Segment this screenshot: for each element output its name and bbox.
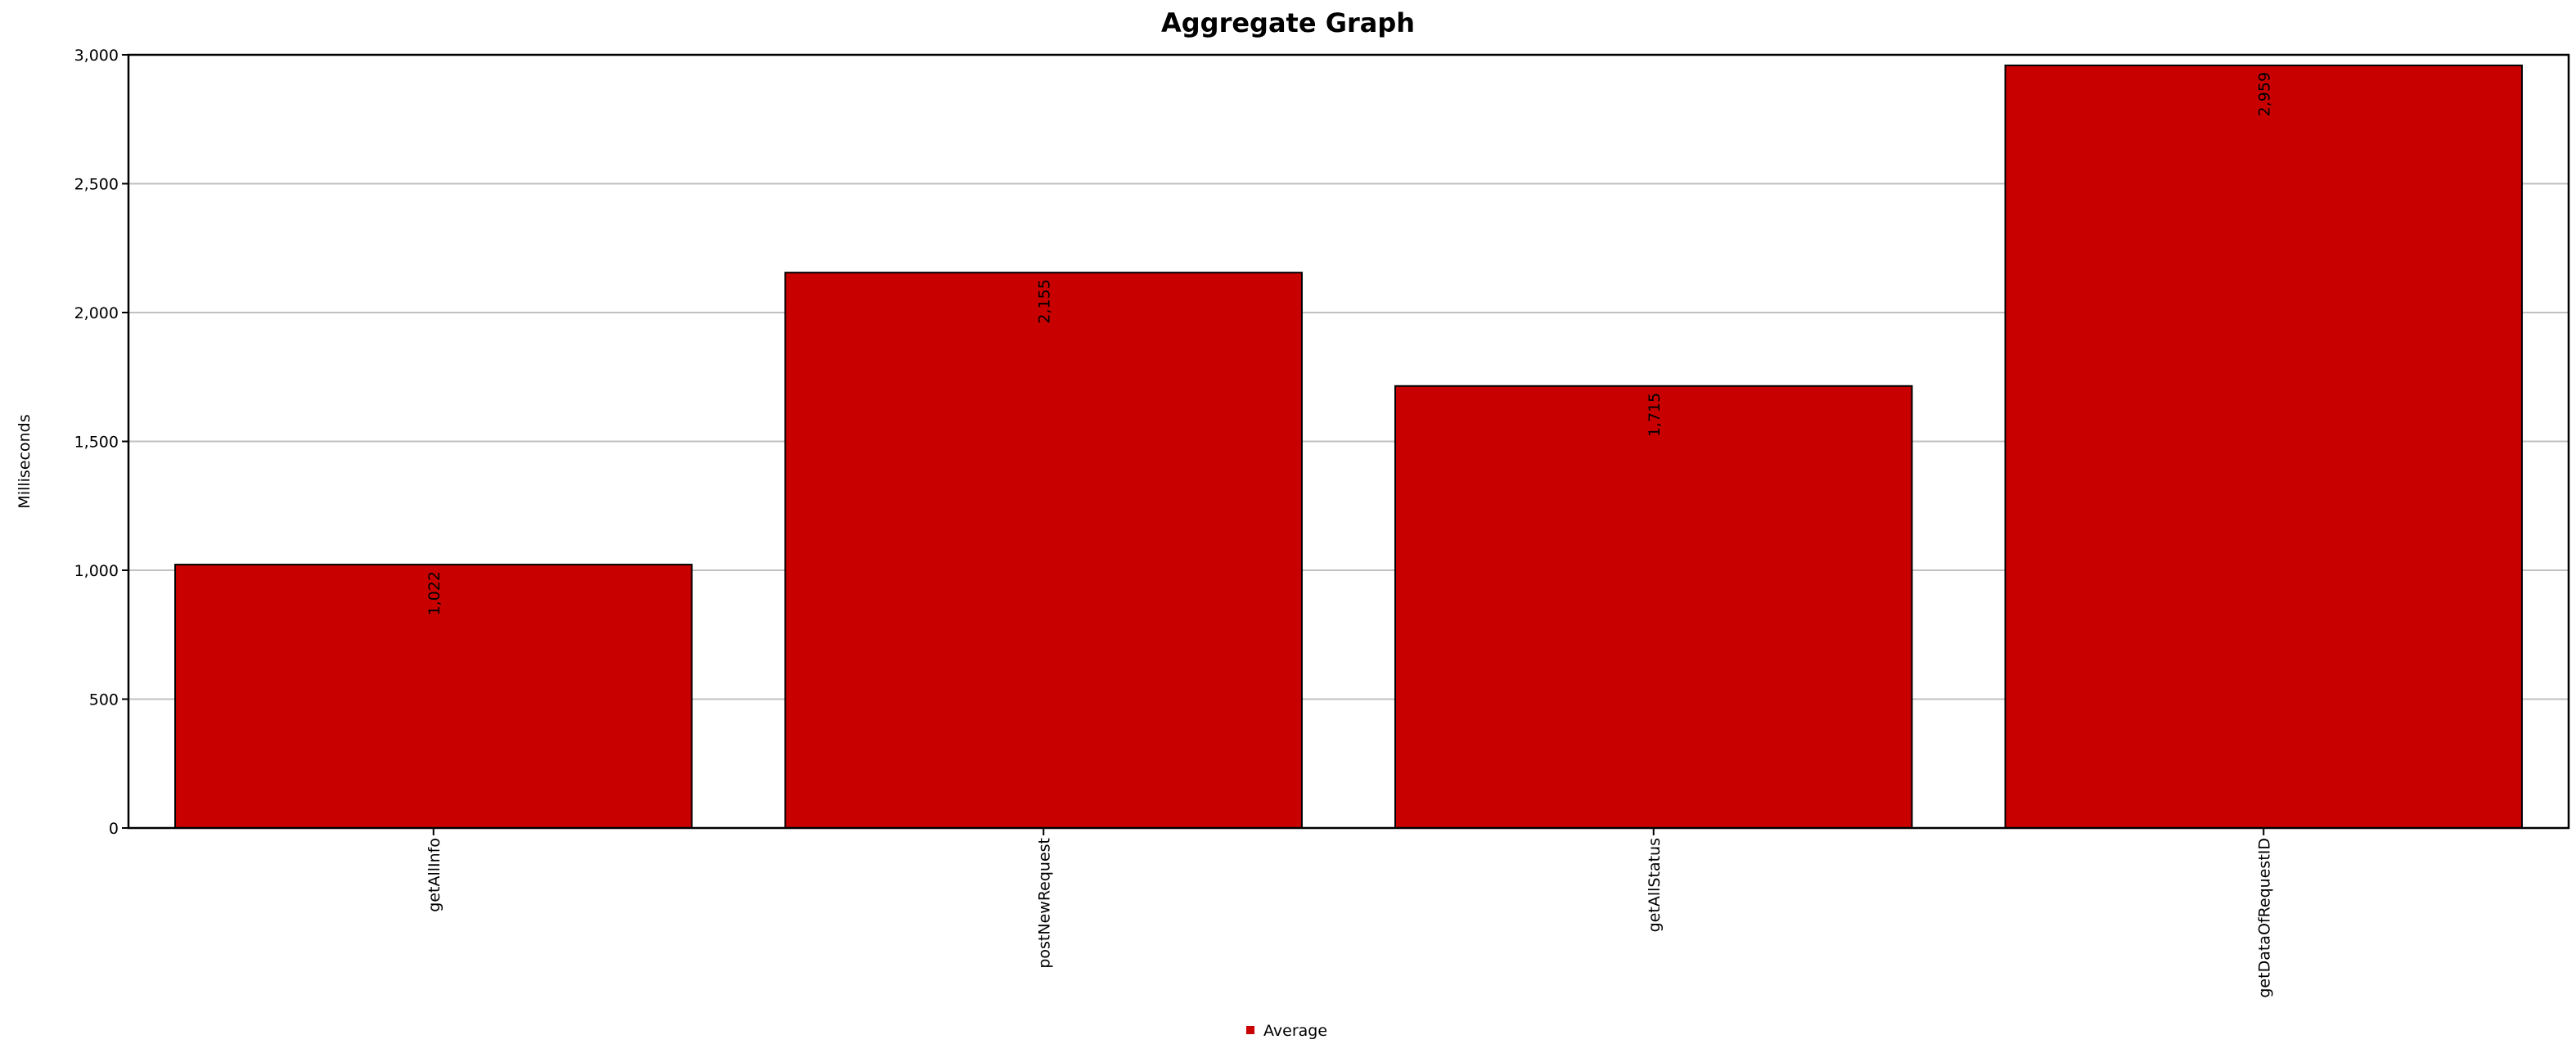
- plot-border: [127, 53, 2570, 830]
- y-tick-label: 3,000: [74, 47, 119, 65]
- x-tick-label: postNewRequest: [1035, 838, 1053, 969]
- bar: [174, 564, 693, 829]
- y-tick-label: 1,500: [74, 434, 119, 452]
- chart-title: Aggregate Graph: [1161, 7, 1415, 38]
- x-tick-label: getAllStatus: [1646, 838, 1664, 932]
- y-axis-label: Milliseconds: [16, 414, 34, 508]
- plot-area: 1,022 getAllInfo 2,155 postNewRequest 1,715 g…: [74, 47, 2570, 998]
- legend-label-average: Average: [1263, 1022, 1327, 1040]
- bar-value-label: 2,959: [2255, 72, 2273, 116]
- bar: [2004, 64, 2523, 830]
- bar: [784, 272, 1303, 829]
- legend-swatch-average: [1246, 1026, 1254, 1034]
- y-tick-label: 1,000: [74, 562, 119, 580]
- y-tick-label: 2,500: [74, 176, 119, 194]
- y-tick-label: 500: [89, 691, 119, 709]
- x-tick-label: getDataOfRequestID: [2255, 838, 2273, 998]
- bar-value-label: 1,715: [1646, 393, 1664, 437]
- legend: Average: [1246, 1022, 1327, 1040]
- y-tick-label: 0: [109, 820, 119, 838]
- bar-value-label: 1,022: [426, 571, 444, 615]
- bar: [1394, 385, 1913, 829]
- bar-value-label: 2,155: [1035, 279, 1053, 323]
- x-tick-label: getAllInfo: [426, 838, 444, 912]
- y-tick-label: 2,000: [74, 304, 119, 322]
